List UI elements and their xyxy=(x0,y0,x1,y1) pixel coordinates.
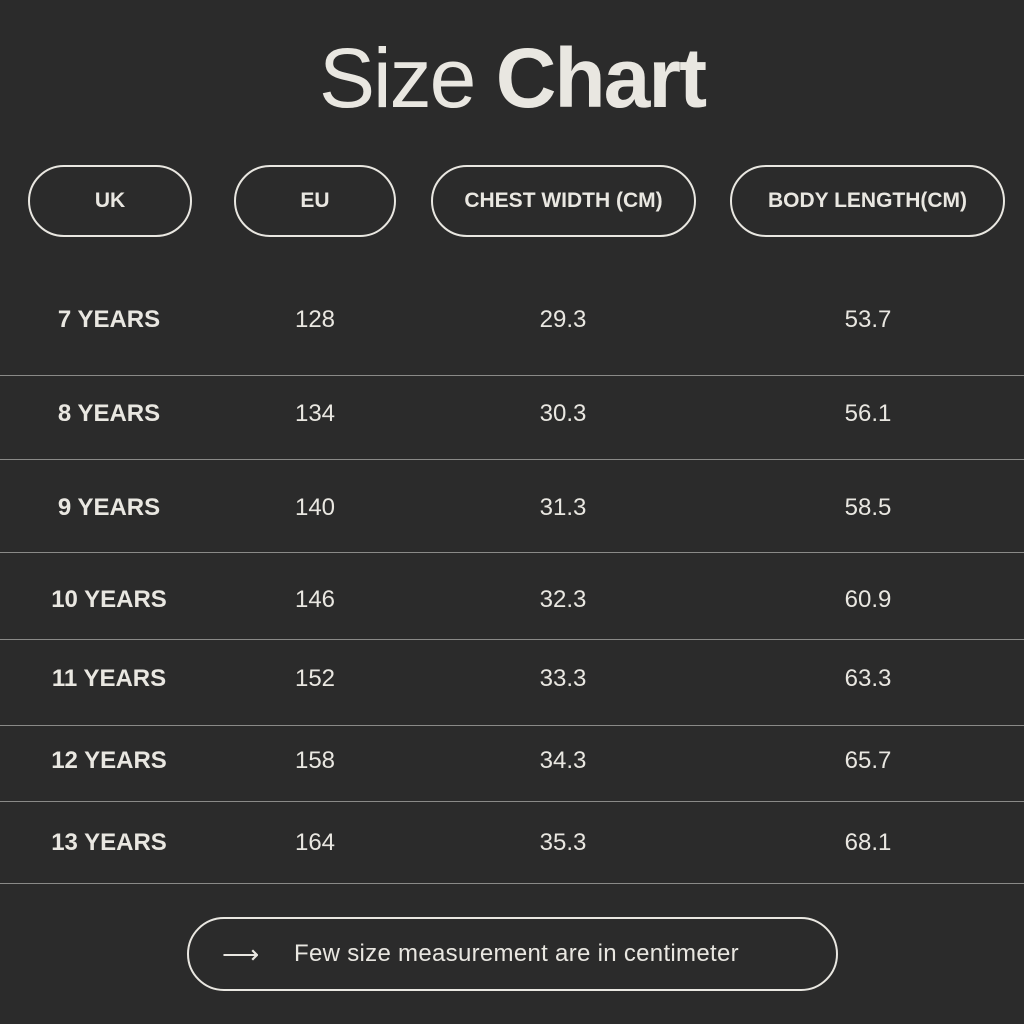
cell-chest: 32.3 xyxy=(539,586,587,613)
cell-eu: 152 xyxy=(294,665,336,692)
cell-chest: 30.3 xyxy=(539,400,587,427)
row-divider xyxy=(0,725,1024,726)
arrow-right-icon: ⟶ xyxy=(222,939,260,969)
cell-body: 63.3 xyxy=(844,665,892,692)
header-chest-width: CHEST WIDTH (CM) xyxy=(431,165,696,237)
cell-eu: 164 xyxy=(294,829,336,856)
cell-body: 58.5 xyxy=(844,494,892,521)
cell-body: 65.7 xyxy=(844,747,892,774)
cell-eu: 158 xyxy=(294,747,336,774)
row-divider xyxy=(0,883,1024,884)
cell-chest: 31.3 xyxy=(539,494,587,521)
header-body-length: BODY LENGTH(CM) xyxy=(730,165,1005,237)
title-light: Size xyxy=(318,31,476,125)
cell-uk: 13 YEARS xyxy=(51,829,167,856)
cell-eu: 140 xyxy=(294,494,336,521)
row-divider xyxy=(0,459,1024,460)
cell-body: 68.1 xyxy=(844,829,892,856)
cell-uk: 10 YEARS xyxy=(51,586,167,613)
cell-eu: 146 xyxy=(294,586,336,613)
header-uk: UK xyxy=(28,165,192,237)
cell-chest: 34.3 xyxy=(539,747,587,774)
row-divider xyxy=(0,639,1024,640)
cell-uk: 9 YEARS xyxy=(57,494,161,521)
row-divider xyxy=(0,552,1024,553)
cell-chest: 35.3 xyxy=(539,829,587,856)
cell-body: 53.7 xyxy=(844,306,892,333)
cell-body: 60.9 xyxy=(844,586,892,613)
cell-body: 56.1 xyxy=(844,400,892,427)
cell-uk: 8 YEARS xyxy=(57,400,161,427)
note-text: Few size measurement are in centimeter xyxy=(294,940,739,967)
row-divider xyxy=(0,801,1024,802)
page-title: Size Chart xyxy=(0,28,1024,128)
cell-eu: 128 xyxy=(294,306,336,333)
cell-chest: 33.3 xyxy=(539,665,587,692)
note-pill: ⟶ Few size measurement are in centimeter xyxy=(187,917,838,991)
cell-uk: 12 YEARS xyxy=(51,747,167,774)
title-bold: Chart xyxy=(495,31,707,125)
cell-eu: 134 xyxy=(294,400,336,427)
row-divider xyxy=(0,375,1024,376)
cell-uk: 11 YEARS xyxy=(51,665,167,692)
cell-chest: 29.3 xyxy=(539,306,587,333)
header-eu: EU xyxy=(234,165,396,237)
cell-uk: 7 YEARS xyxy=(57,306,161,333)
